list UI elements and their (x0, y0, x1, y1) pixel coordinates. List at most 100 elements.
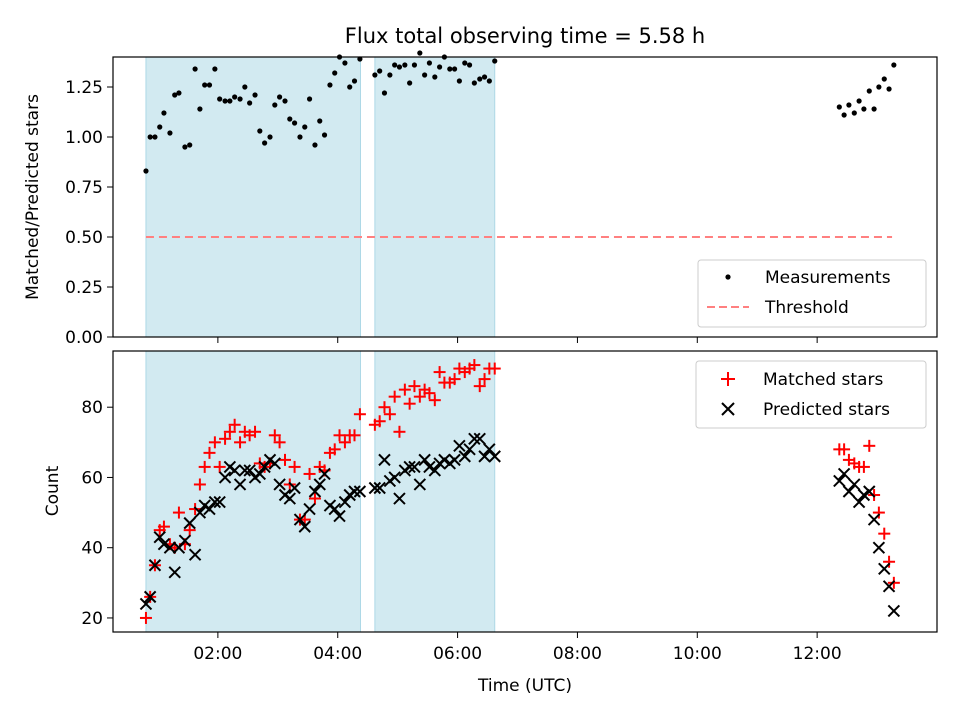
predicted-star-point (157, 537, 171, 551)
predicted-x-b (837, 467, 851, 481)
measurement-point (886, 86, 892, 92)
predicted-x-b (408, 460, 421, 474)
matched-star-point (857, 460, 870, 473)
top-y-ticks: 0.00 0.25 0.50 0.75 1.00 1.25 (65, 78, 113, 348)
predicted-star-point (253, 467, 267, 481)
top-legend-box (697, 259, 927, 328)
bottom-x-ticks: 02:00 04:00 06:00 08:00 10:00 12:00 (193, 632, 842, 664)
matched-star-point (213, 460, 226, 473)
predicted-star-point (148, 559, 162, 572)
predicted-x-b (872, 541, 886, 554)
measurement-point (242, 84, 248, 90)
predicted-x-b (238, 464, 252, 477)
predicted-star-point (878, 562, 891, 575)
matched-star-point (378, 401, 391, 414)
predicted-x-b (273, 478, 286, 491)
predicted-x-b (148, 559, 162, 572)
matched-star-point (288, 460, 301, 473)
measurement-point (262, 140, 268, 146)
matched-star-point (198, 460, 211, 473)
predicted-star-point (268, 457, 282, 470)
predicted-x-b (153, 530, 166, 544)
matched-star-point (333, 429, 346, 442)
measurement-point (456, 78, 462, 84)
matched-star-point (413, 390, 426, 403)
predicted-star-point (463, 443, 476, 456)
measurement-point (462, 60, 468, 66)
bottom-y-tick-label: 80 (81, 398, 103, 418)
matched-star-point (863, 439, 876, 452)
measurement-point (426, 60, 433, 66)
top-y-tick-label: 0.25 (65, 278, 103, 298)
predicted-x-b (393, 492, 406, 505)
predicted-star-point (438, 453, 451, 467)
predicted-x-b (833, 474, 846, 488)
bottom-legend: Matched stars Predicted stars (695, 360, 927, 429)
measurement-point (866, 88, 872, 94)
top-y-tick-label: 0.50 (65, 228, 103, 248)
predicted-x-b (348, 485, 361, 498)
bottom-y-ticks: 20 40 60 80 (81, 398, 113, 629)
matched-star-point (203, 446, 216, 459)
matched-star-point (478, 373, 491, 386)
measurement-point (377, 68, 383, 74)
bottom-legend-box (695, 360, 927, 429)
predicted-x-b (143, 590, 157, 604)
measurement-point (282, 98, 288, 104)
measurements-layer (143, 50, 897, 174)
predicted-x-b (483, 443, 496, 456)
predicted-star-point (168, 566, 181, 579)
measurement-point (881, 76, 887, 82)
bottom-x-tick-label: 02:00 (193, 644, 242, 664)
measurement-point (317, 118, 323, 124)
measurement-point (192, 66, 198, 72)
predicted-x-b (852, 495, 866, 509)
measurement-point (176, 90, 182, 96)
measurement-point (891, 62, 897, 68)
bottom-x-tick-label: 08:00 (553, 644, 602, 664)
measurement-point (407, 80, 413, 86)
predicted-x-b (268, 457, 282, 470)
predicted-star-point (468, 432, 481, 446)
matched-star-point (139, 611, 152, 624)
measurement-point (247, 100, 253, 106)
matched-star-point (373, 415, 386, 428)
matched-star-point (872, 506, 885, 519)
top-y-tick-label: 0.00 (65, 328, 103, 348)
measurement-point (287, 116, 293, 122)
predicted-x-b (303, 502, 316, 516)
predicted-star-point (288, 481, 301, 495)
measurement-point (321, 132, 328, 138)
matched-star-point (433, 366, 446, 379)
predicted-x-b (488, 450, 501, 463)
measurement-point (161, 110, 167, 116)
predicted-x-b (388, 471, 401, 484)
bottom-axes-frame (112, 350, 938, 633)
measurement-point (252, 92, 258, 98)
measurement-point (202, 82, 208, 88)
predicted-x-b (233, 478, 247, 491)
predicted-star-point (867, 513, 881, 526)
matched-star-point (348, 429, 361, 442)
predicted-x-b (463, 443, 476, 456)
top-y-tick-label: 1.00 (65, 128, 103, 148)
predicted-star-point (353, 485, 367, 498)
predicted-star-point (458, 450, 471, 463)
measurement-point (167, 130, 173, 136)
predicted-x-b (863, 485, 876, 498)
predicted-star-point (448, 453, 461, 467)
predicted-x-b (293, 513, 307, 526)
predicted-star-point (882, 580, 896, 593)
predicted-x-b (458, 450, 471, 463)
predicted-star-point (153, 530, 166, 544)
predicted-star-point (423, 460, 436, 474)
measurement-point (182, 144, 188, 150)
predicted-star-point (842, 485, 856, 498)
predicted-x-b (413, 478, 427, 491)
matched-star-point (228, 418, 241, 431)
measurement-point (157, 124, 163, 130)
measurement-point (392, 62, 398, 68)
matched-star-point (172, 506, 185, 519)
measurement-point (217, 96, 223, 102)
predicted-star-point (428, 464, 442, 477)
